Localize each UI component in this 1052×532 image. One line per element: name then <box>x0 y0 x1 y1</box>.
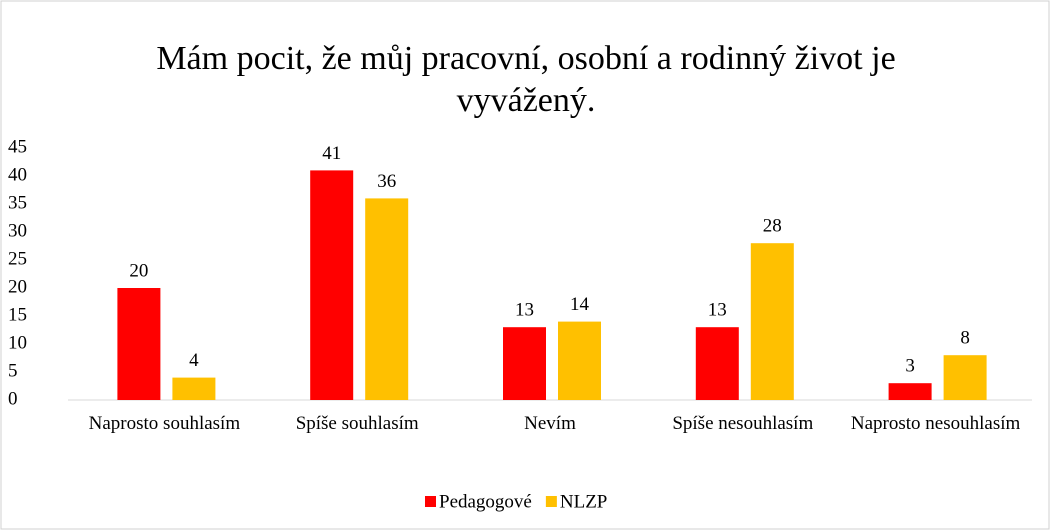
y-tick-label: 40 <box>8 164 27 185</box>
bar <box>558 321 601 400</box>
value-label: 28 <box>763 216 782 237</box>
y-tick-label: 25 <box>8 248 27 269</box>
y-tick-label: 30 <box>8 220 27 241</box>
x-tick-label: Naprosto souhlasím <box>88 413 241 434</box>
value-label: 4 <box>189 350 199 371</box>
chart-title: Mám pocit, že můj pracovní, osobní a rod… <box>156 40 896 119</box>
legend-label: Pedagogové <box>439 491 532 512</box>
bar <box>117 288 161 400</box>
value-label: 13 <box>515 300 534 321</box>
value-label: 8 <box>960 328 970 349</box>
legend-swatch <box>545 496 557 507</box>
bar <box>695 327 739 400</box>
x-tick-label: Spíše souhlasím <box>295 413 419 434</box>
value-label: 36 <box>377 171 396 192</box>
bar <box>888 383 932 400</box>
value-label: 3 <box>905 356 915 377</box>
y-tick-label: 20 <box>8 276 27 297</box>
bar <box>172 377 216 400</box>
bar <box>365 198 409 400</box>
value-label: 20 <box>129 260 148 281</box>
y-tick-label: 45 <box>8 136 27 157</box>
y-tick-label: 15 <box>8 304 27 325</box>
value-label: 13 <box>708 300 727 321</box>
bar <box>503 327 546 400</box>
y-tick-label: 0 <box>8 388 18 409</box>
legend-label: NLZP <box>560 491 608 512</box>
value-label: 14 <box>570 294 590 315</box>
x-tick-label: Nevím <box>524 413 576 434</box>
bar <box>750 243 794 400</box>
y-tick-label: 5 <box>8 360 18 381</box>
bar <box>943 355 987 400</box>
y-tick-label: 10 <box>8 332 27 353</box>
value-label: 41 <box>322 143 341 164</box>
legend-swatch <box>425 496 436 507</box>
y-tick-label: 35 <box>8 192 27 213</box>
bar <box>310 170 354 400</box>
x-tick-label: Naprosto nesouhlasím <box>850 413 1021 434</box>
x-tick-label: Spíše nesouhlasím <box>672 413 814 434</box>
